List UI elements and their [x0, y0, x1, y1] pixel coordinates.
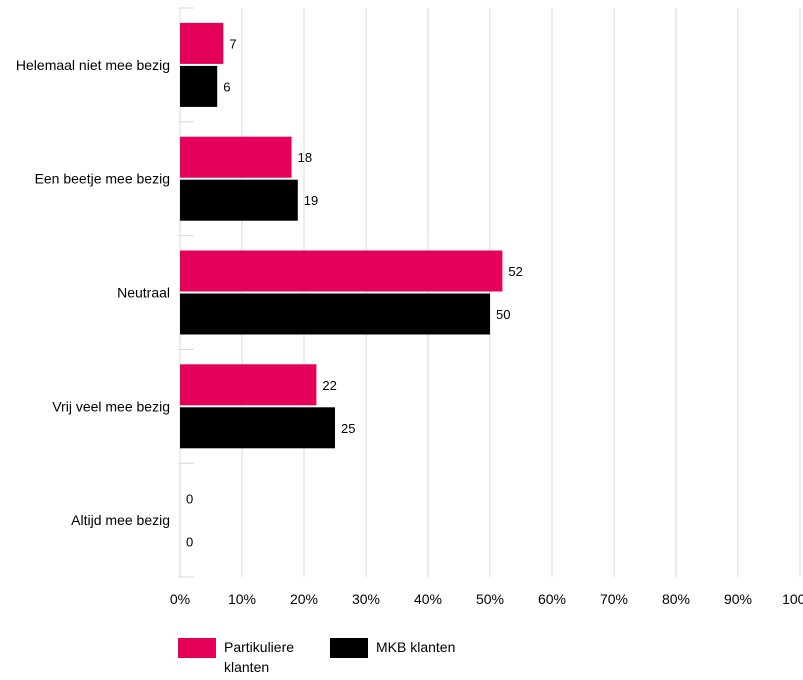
x-tick-label: 50% — [476, 591, 504, 607]
data-label: 0 — [186, 535, 193, 550]
category-label: Altijd mee bezig — [71, 512, 170, 528]
legend-label: klanten — [224, 659, 269, 675]
x-tick-label: 0% — [170, 591, 190, 607]
data-label: 0 — [186, 492, 193, 507]
legend-swatch — [330, 638, 368, 658]
category-label: Vrij veel mee bezig — [52, 398, 170, 414]
data-label: 6 — [223, 79, 230, 94]
category-labels: Helemaal niet mee bezig Een beetje mee be… — [16, 57, 170, 528]
gridlines — [241, 8, 801, 577]
x-tick-label: 100% — [782, 591, 803, 607]
x-tick-label: 40% — [414, 591, 442, 607]
bars — [180, 22, 503, 449]
bar — [180, 136, 292, 178]
bar — [180, 364, 317, 406]
data-label: 7 — [229, 36, 236, 51]
legend-label: Partikuliere — [224, 639, 294, 655]
bar — [180, 250, 503, 292]
x-tick-labels: 0% 10% 20% 30% 40% 50% 60% 70% 80% 90% 100% — [170, 591, 803, 607]
x-tick-label: 80% — [662, 591, 690, 607]
data-label: 50 — [496, 307, 510, 322]
data-labels: 7 6 18 19 52 50 22 25 0 0 — [186, 36, 523, 549]
x-tick-label: 30% — [352, 591, 380, 607]
bar — [180, 22, 224, 64]
legend-label: MKB klanten — [376, 639, 455, 655]
bar — [180, 293, 490, 335]
data-label: 22 — [322, 378, 336, 393]
legend: Partikuliere klanten MKB klanten — [178, 638, 455, 675]
x-tick-label: 70% — [600, 591, 628, 607]
data-label: 25 — [341, 421, 355, 436]
bar — [180, 407, 335, 449]
x-tick-label: 60% — [538, 591, 566, 607]
category-label: Helemaal niet mee bezig — [16, 57, 170, 73]
x-tick-label: 90% — [724, 591, 752, 607]
bar — [180, 179, 298, 221]
category-label: Neutraal — [117, 285, 170, 301]
legend-swatch — [178, 638, 216, 658]
data-label: 19 — [304, 193, 318, 208]
data-label: 18 — [298, 150, 312, 165]
category-label: Een beetje mee bezig — [35, 171, 170, 187]
bar — [180, 65, 218, 107]
x-tick-label: 10% — [228, 591, 256, 607]
x-tick-label: 20% — [290, 591, 318, 607]
data-label: 52 — [508, 264, 522, 279]
